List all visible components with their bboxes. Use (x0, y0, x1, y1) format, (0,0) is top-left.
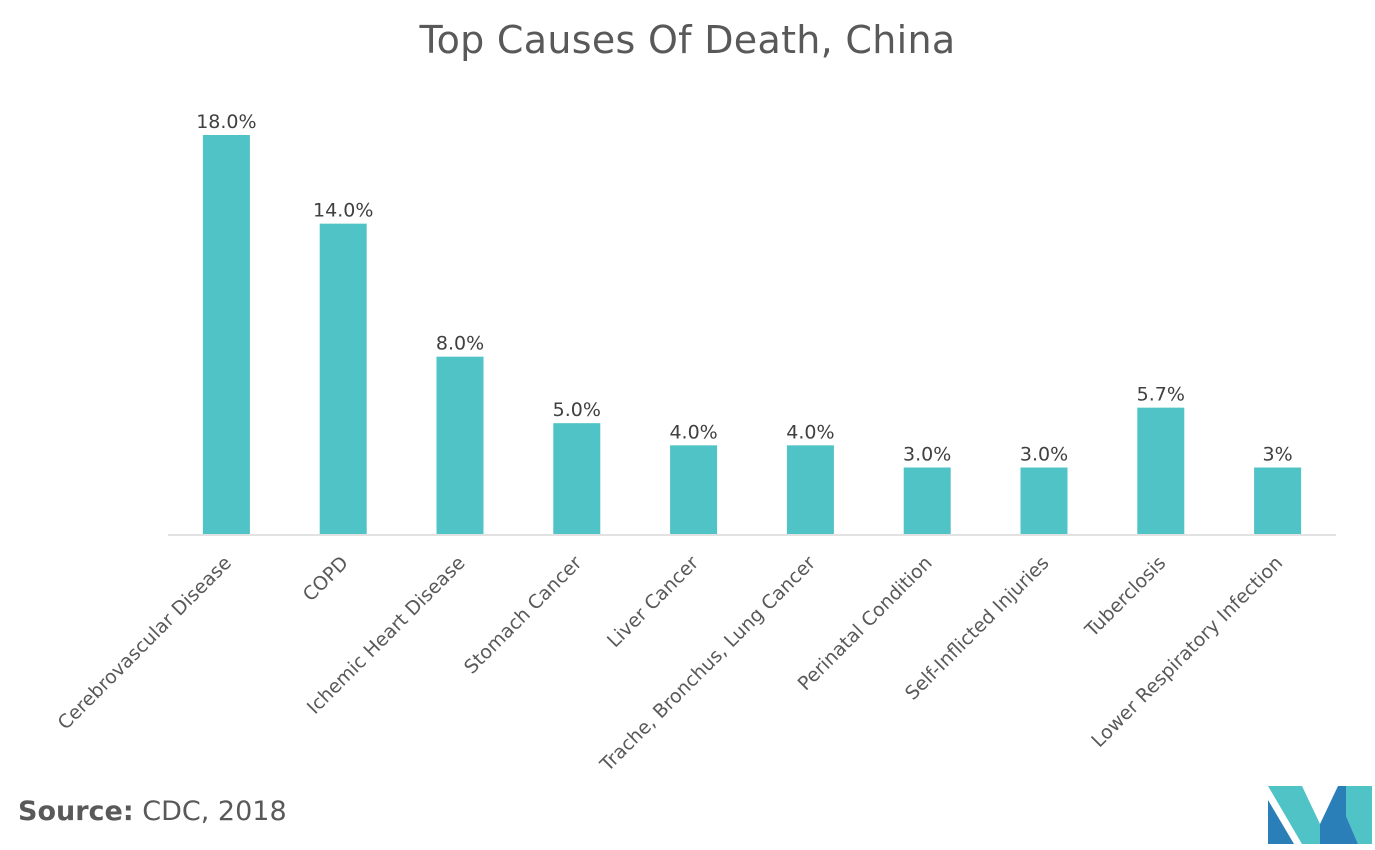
mordor-intelligence-logo-icon (1268, 786, 1372, 844)
data-label-6: 4.0% (786, 421, 834, 443)
bar-4 (553, 423, 601, 534)
source-note: Source: CDC, 2018 (18, 796, 287, 827)
bars-layer (202, 135, 1302, 534)
bar-5 (670, 445, 718, 534)
bar-10 (1254, 467, 1302, 534)
bar-3 (436, 356, 484, 534)
data-label-5: 4.0% (669, 421, 717, 443)
chart-title: Top Causes Of Death, China (419, 18, 956, 62)
x-tick-label-5: Liver Cancer (603, 552, 703, 652)
data-label-3: 8.0% (436, 333, 484, 355)
data-labels-layer: 18.0% 14.0% 8.0% 5.0% 4.0% 4.0% 3.0% 3.0% 5.7% 3% (196, 111, 1292, 466)
source-text: CDC, 2018 (142, 796, 287, 827)
bar-7 (903, 467, 951, 534)
data-label-2: 14.0% (313, 200, 373, 222)
bar-8 (1020, 467, 1068, 534)
x-tick-label-10: Lower Respiratory Infection (1087, 552, 1287, 752)
x-tick-label-1: Cerebrovascular Disease (54, 552, 236, 734)
x-tick-label-6: Trache, Bronchus, Lung Cancer (595, 552, 820, 777)
data-label-9: 5.7% (1137, 384, 1185, 406)
data-label-10: 3% (1263, 444, 1293, 466)
bar-2 (319, 223, 367, 534)
data-label-7: 3.0% (903, 444, 951, 466)
source-label: Source: (18, 796, 134, 827)
data-label-1: 18.0% (196, 111, 256, 133)
data-label-4: 5.0% (553, 399, 601, 421)
x-tick-label-4: Stomach Cancer (460, 552, 587, 679)
data-label-8: 3.0% (1020, 444, 1068, 466)
bar-1 (202, 135, 250, 534)
x-tick-label-2: COPD (299, 552, 353, 606)
bar-9 (1137, 407, 1185, 534)
x-tick-label-9: Tuberclosis (1080, 552, 1170, 642)
bar-6 (786, 445, 834, 534)
